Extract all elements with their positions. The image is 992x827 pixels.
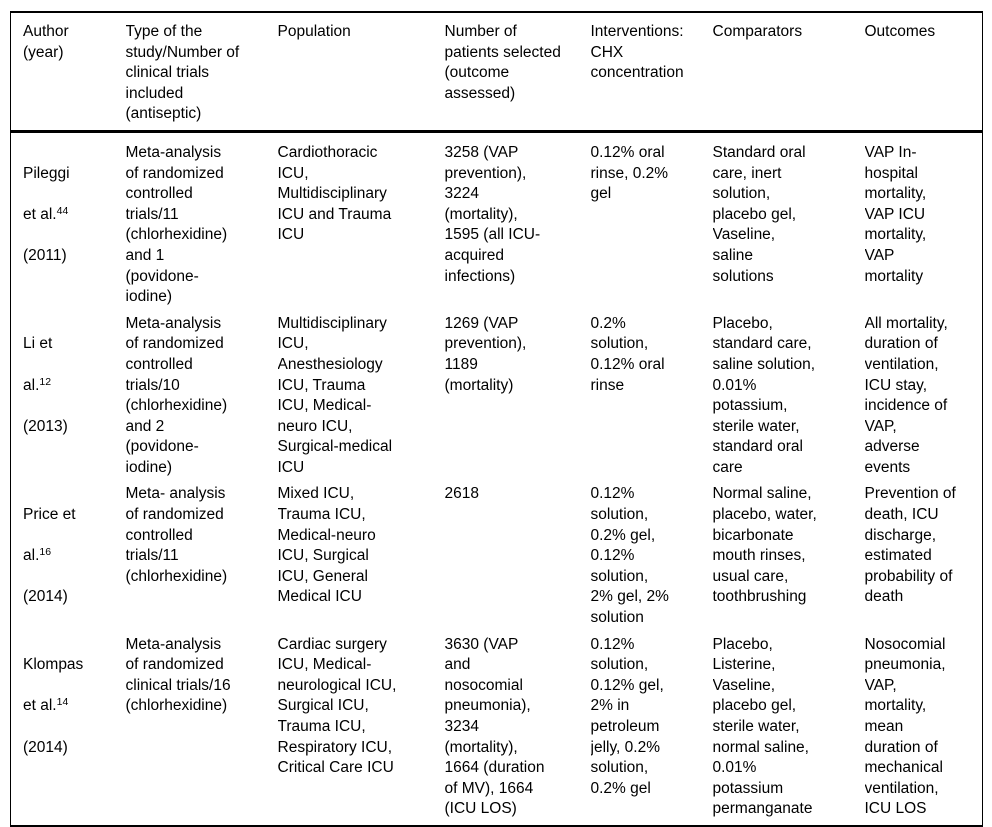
cell-population: Multidisciplinary ICU, Anesthesiology IC… [277,314,393,476]
cell-patients: 1269 (VAP prevention), 1189 (mortality) [444,314,527,394]
cell-author: Li et al.12 (2013) [11,308,126,479]
author-ref-line: et al.44 [23,205,118,226]
cell-interventions: 0.12% solution, 0.2% gel, 0.12% solution… [590,485,669,627]
cell-outcomes: Prevention of death, ICU discharge, esti… [864,485,956,606]
author-year: (2014) [23,738,68,756]
cell-author: Price et al.16 (2014) [11,478,126,628]
col-header-outcomes: Outcomes [864,12,983,133]
author-text: al. [23,376,40,394]
reference-superscript: 44 [56,204,69,217]
author-year: (2013) [23,417,68,435]
reference-superscript: 16 [39,546,52,559]
table-row: Pileggi et al.44 (2011) Meta-analysis of… [11,131,983,307]
col-header-study-type: Type of the study/Number of clinical tri… [125,12,278,133]
cell-outcomes: All mortality, duration of ventilation, … [864,314,948,476]
cell-comparators: Placebo, Listerine, Vaseline, placebo ge… [712,635,813,818]
author-year-line: (2011) [23,246,118,267]
cell-comparators: Standard oral care, inert solution, plac… [712,143,806,285]
cell-author: Klompas et al.14 (2014) [11,629,126,826]
col-header-comparators: Comparators [712,12,865,133]
author-year-line: (2014) [23,587,118,608]
col-header-author-year: Author (year) [10,12,126,133]
table-row: Klompas et al.14 (2014) Meta-analysis of… [11,629,983,826]
cell-population: Cardiothoracic ICU, Multidisciplinary IC… [277,143,392,244]
table-row: Price et al.16 (2014) Meta- analysis of … [11,478,983,628]
author-text: Li et [23,335,53,353]
cell-interventions: 0.2% solution, 0.12% oral rinse [590,314,665,394]
table-row: Li et al.12 (2013) Meta-analysis of rand… [11,308,983,479]
cell-outcomes: Nosocomial pneumonia, VAP, mortality, me… [864,635,946,818]
author-ref-line: al.16 [23,546,118,567]
reference-superscript: 12 [39,375,52,388]
header-row: Author (year) Type of the study/Number o… [10,12,983,133]
author-text: et al. [23,697,57,715]
table-header: Author (year) Type of the study/Number o… [10,12,983,133]
cell-outcomes: VAP In- hospital mortality, VAP ICU mort… [864,143,927,285]
col-header-population: Population [277,12,445,133]
col-header-patients: Number of patients selected (outcome ass… [444,12,591,133]
cell-patients: 3258 (VAP prevention), 3224 (mortality),… [444,143,541,285]
author-year-line: (2014) [23,738,118,759]
cell-comparators: Normal saline, placebo, water, bicarbona… [712,485,817,606]
col-header-interventions: Interventions: CHX concentration [590,12,713,133]
author-year: (2014) [23,588,68,606]
cell-comparators: Placebo, standard care, saline solution,… [712,314,816,476]
cell-study-type: Meta- analysis of randomized controlled … [125,485,228,585]
cell-patients: 3630 (VAP and nosocomial pneumonia), 323… [444,635,545,818]
cell-population: Cardiac surgery ICU, Medical- neurologic… [277,635,397,777]
cell-interventions: 0.12% solution, 0.12% gel, 2% in petrole… [590,635,664,797]
author-text: et al. [23,205,57,223]
author-ref-line: al.12 [23,376,118,397]
cell-author: Pileggi et al.44 (2011) [11,131,126,307]
author-text: Price et [23,506,76,524]
author-year-line: (2013) [23,417,118,438]
cell-interventions: 0.12% oral rinse, 0.2% gel [590,143,669,203]
table-body: Pileggi et al.44 (2011) Meta-analysis of… [11,131,983,826]
author-name-line: Pileggi [23,164,118,185]
author-text: Pileggi [23,164,70,182]
cell-study-type: Meta-analysis of randomized controlled t… [125,314,228,476]
author-ref-line: et al.14 [23,696,118,717]
author-name-line: Klompas [23,655,118,676]
studies-table: Author (year) Type of the study/Number o… [10,11,983,827]
cell-study-type: Meta-analysis of randomized clinical tri… [125,635,231,715]
cell-study-type: Meta-analysis of randomized controlled t… [125,143,228,306]
studies-table-container: Author (year) Type of the study/Number o… [10,11,983,827]
author-year: (2011) [23,246,67,264]
author-text: Klompas [23,656,84,674]
reference-superscript: 14 [56,696,69,709]
author-name-line: Li et [23,334,118,355]
cell-population: Mixed ICU, Trauma ICU, Medical-neuro ICU… [277,485,376,606]
author-text: al. [23,547,40,565]
cell-patients: 2618 [444,485,479,503]
author-name-line: Price et [23,505,118,526]
